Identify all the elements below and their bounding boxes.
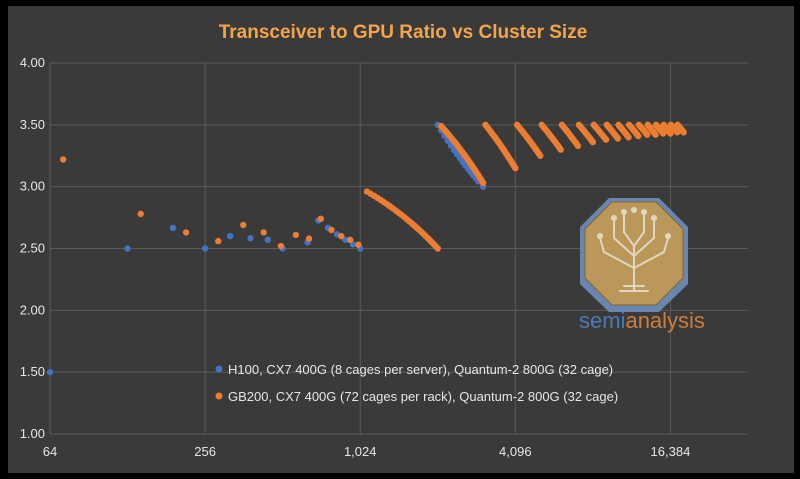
y-tick-label: 3.00 [20, 179, 45, 194]
data-point [137, 210, 144, 218]
data-point [614, 135, 622, 142]
data-point [292, 231, 300, 239]
legend-label-h100: H100, CX7 400G (8 cages per server), Qua… [228, 362, 613, 377]
legend: H100, CX7 400G (8 cages per server), Qua… [215, 362, 618, 404]
y-tick-label: 1.00 [20, 426, 45, 441]
x-tick-label: 16,384 [651, 444, 691, 459]
axis-layer: 1.00 1.50 2.00 2.50 3.00 3.50 4.00 64 256 1,024 4,… [20, 55, 691, 459]
x-tick-label: 256 [194, 444, 216, 459]
chart-svg: 1.00 1.50 2.00 2.50 3.00 3.50 4.00 64 256 1,024 4,… [20, 22, 748, 459]
data-point [247, 235, 254, 242]
logo-tree-nodes [597, 207, 671, 239]
x-tick-label: 64 [43, 444, 57, 459]
legend-marker-h100 [215, 365, 223, 373]
data-point [59, 156, 67, 163]
series-1 [59, 121, 687, 252]
x-tick-label: 4,096 [499, 444, 532, 459]
y-tick-label: 1.50 [20, 364, 45, 379]
data-point [328, 226, 335, 234]
points-layer [46, 121, 687, 376]
data-point [652, 131, 659, 138]
data-point [512, 164, 519, 172]
data-point [317, 215, 325, 223]
y-tick-label: 3.50 [20, 117, 45, 132]
logo-wordmark-analysis: analysis [625, 308, 704, 333]
data-point [346, 236, 354, 244]
legend-label-gb200: GB200, CX7 400G (72 cages per rack), Qua… [228, 389, 618, 404]
logo-wordmark-semi: semi [579, 308, 625, 333]
semianalysis-logo: semianalysis [579, 198, 705, 333]
data-point [602, 136, 610, 143]
legend-item-gb200: GB200, CX7 400G (72 cages per rack), Qua… [215, 389, 618, 404]
data-point [226, 232, 234, 240]
data-point [215, 237, 222, 245]
data-point [680, 129, 687, 136]
data-point [305, 235, 313, 242]
data-point [277, 242, 285, 250]
data-point [240, 221, 247, 229]
data-point [182, 229, 190, 236]
data-point [557, 146, 564, 153]
data-point [537, 152, 544, 159]
logo-wordmark: semianalysis [579, 308, 705, 333]
data-point [589, 138, 597, 146]
chart-title: Transceiver to GPU Ratio vs Cluster Size [219, 22, 588, 43]
data-point [338, 232, 345, 240]
data-point [46, 368, 54, 376]
data-point [264, 236, 271, 243]
data-point [349, 241, 357, 248]
data-point [201, 245, 209, 252]
x-tick-label: 1,024 [344, 444, 377, 459]
data-point [434, 245, 441, 252]
logo-tree-icon [599, 213, 669, 292]
chart-frame: 1.00 1.50 2.00 2.50 3.00 3.50 4.00 64 256 1,024 4,… [8, 6, 794, 473]
data-point [644, 131, 651, 138]
legend-marker-gb200 [215, 392, 223, 400]
y-tick-label: 4.00 [20, 55, 45, 70]
data-point [479, 179, 487, 187]
y-tick-label: 2.50 [20, 241, 45, 256]
y-tick-label: 2.00 [20, 302, 45, 317]
data-point [625, 134, 632, 141]
data-point [260, 229, 267, 236]
data-point [660, 130, 667, 137]
legend-item-h100: H100, CX7 400G (8 cages per server), Qua… [215, 362, 613, 377]
data-point [574, 142, 582, 150]
data-point [124, 245, 131, 252]
data-point [169, 224, 177, 232]
data-point [667, 130, 674, 137]
data-point [355, 241, 362, 248]
data-point [635, 132, 642, 140]
